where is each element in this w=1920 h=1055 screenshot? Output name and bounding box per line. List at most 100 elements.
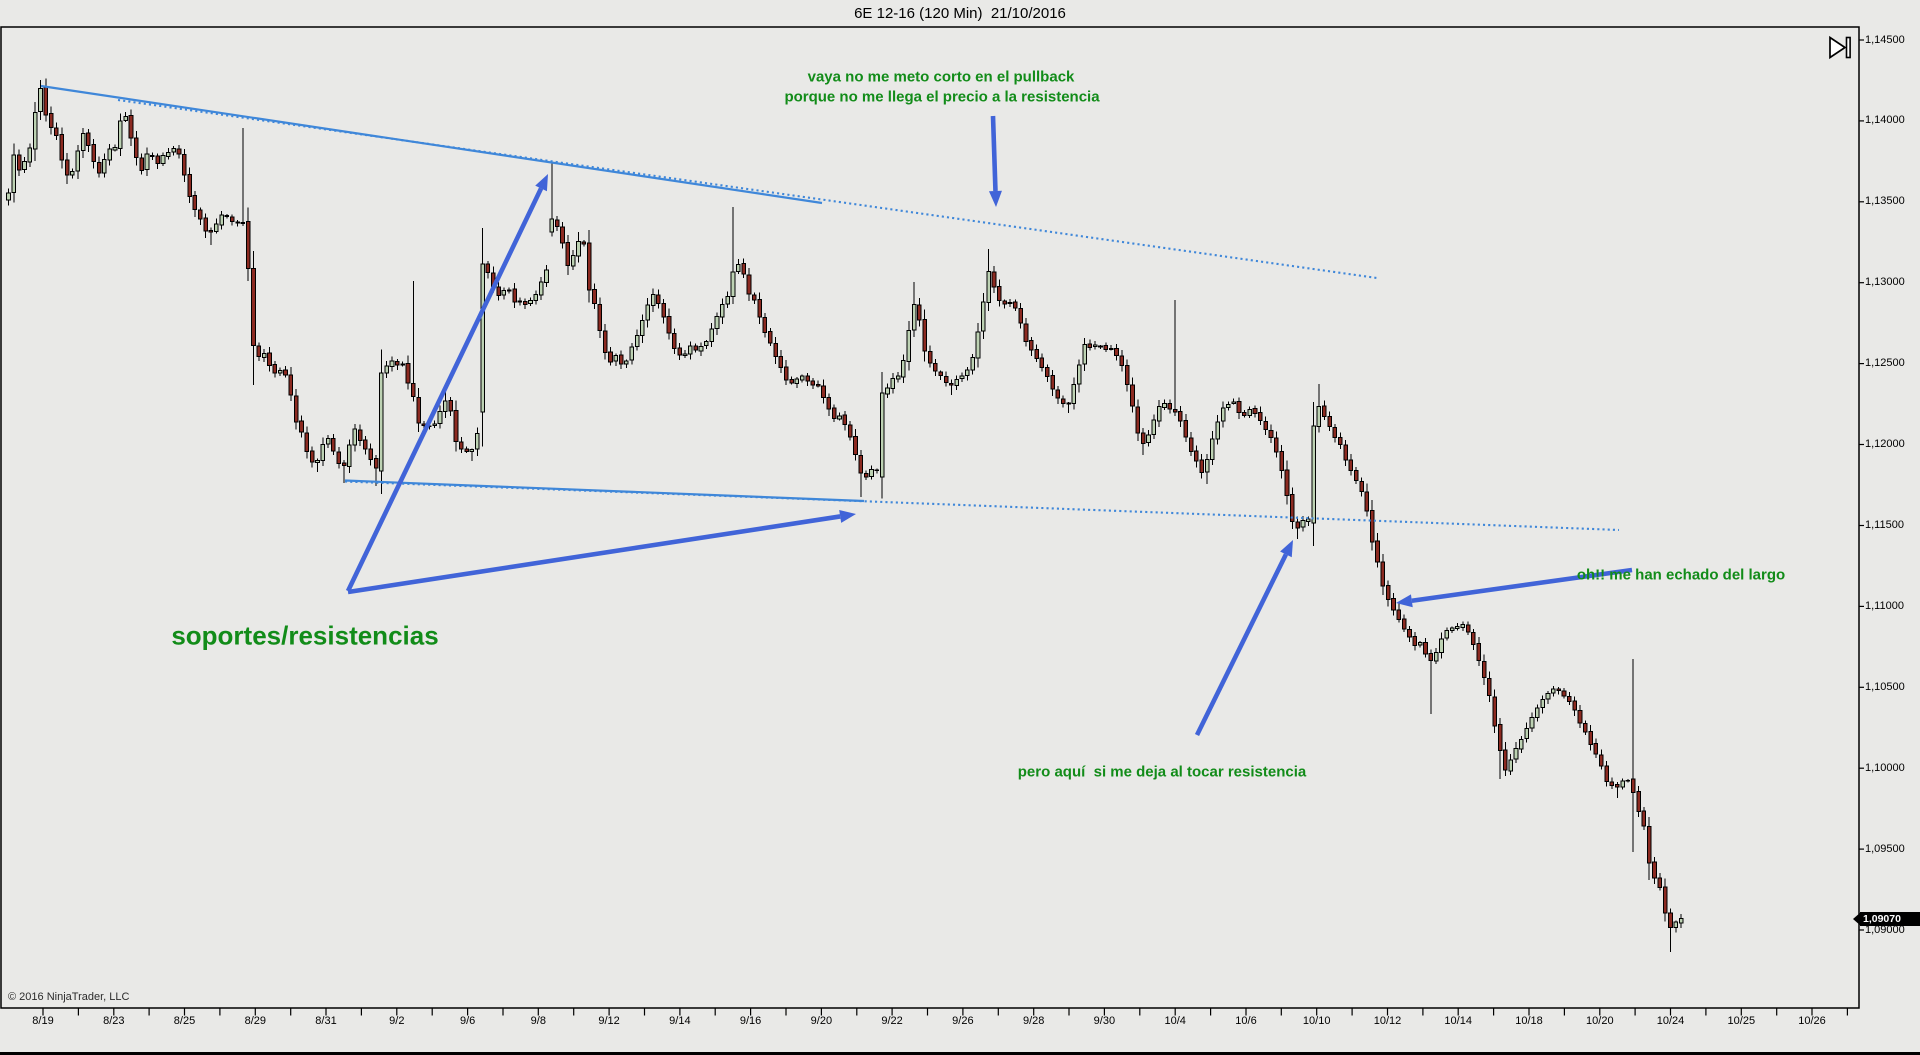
candle-body-down (1465, 624, 1471, 633)
candle-body-up (107, 148, 113, 161)
candle-body-up (794, 378, 800, 384)
candle-body-up (714, 316, 720, 330)
candle-body-down (64, 159, 70, 176)
candle-body-down (693, 345, 698, 351)
candle-body-down (1481, 661, 1487, 679)
candle-body-down (458, 441, 464, 450)
candle-body-down (496, 286, 501, 297)
candle-body-down (522, 300, 528, 305)
candle-body-down (272, 363, 278, 374)
candle-body-up (102, 158, 107, 174)
candle-body-up (682, 353, 688, 357)
candle-body-down (245, 221, 251, 270)
candle-body-up (219, 214, 224, 226)
candle-body-down (176, 148, 182, 155)
candle-body-down (1396, 609, 1402, 621)
candle-body-down (16, 154, 22, 171)
candle-body-up (432, 423, 437, 426)
candle-body-down (949, 383, 954, 386)
candle-body-down (1582, 723, 1588, 733)
candle-body-down (464, 448, 469, 453)
candle-body-down (1503, 749, 1508, 771)
candle-body-down (416, 396, 421, 424)
candle-body-down (1641, 810, 1647, 827)
candle-body-down (1124, 365, 1130, 385)
chart-annotation-3: soportes/resistencias (171, 620, 439, 651)
candle-body-down (597, 303, 603, 331)
y-axis-label: 1,10000 (1865, 761, 1905, 774)
candle-body-down (229, 216, 235, 222)
candle-body-down (858, 455, 864, 474)
annotation-arrow-3[interactable] (990, 115, 998, 192)
candle-body-up (80, 132, 86, 152)
candle-body-down (1614, 784, 1620, 788)
candle-body-down (1119, 355, 1125, 366)
candle-body-up (112, 146, 118, 151)
candle-body-down (1428, 653, 1434, 662)
candle-body-up (171, 148, 176, 153)
candle-body-down (341, 462, 347, 467)
candle-body-down (363, 439, 368, 450)
trendline-resistance-dotted[interactable] (117, 98, 1378, 280)
candle-body-up (1529, 716, 1535, 729)
candle-body-up (1007, 301, 1013, 304)
x-axis-label: 10/25 (1727, 1015, 1756, 1027)
candle-body-up (27, 147, 33, 163)
candle-body-down (922, 318, 928, 352)
candle-body-down (1103, 345, 1109, 351)
candle-body-down (59, 134, 65, 161)
candle-body-down (1604, 765, 1609, 782)
candle-body-up (709, 328, 714, 342)
candle-body-up (549, 218, 555, 233)
candle-body-up (533, 293, 539, 302)
x-axis-label: 10/26 (1798, 1015, 1826, 1027)
candle-body-down (1013, 301, 1018, 309)
candle-body-up (1247, 408, 1252, 416)
candle-body-down (805, 375, 810, 382)
x-axis-label: 10/24 (1656, 1015, 1685, 1027)
candle-body-up (959, 375, 965, 379)
candle-body-down (767, 331, 773, 344)
trendline-support-dotted[interactable] (344, 480, 1620, 532)
candle-body-down (1039, 357, 1045, 369)
candle-body-down (826, 396, 832, 410)
x-axis-label: 9/22 (881, 1015, 903, 1027)
candle-body-down (608, 351, 613, 363)
annotation-arrow-4[interactable] (1194, 553, 1288, 737)
annotation-arrow-5[interactable] (1411, 567, 1633, 604)
candle-body-down (1167, 403, 1173, 410)
x-axis-label: 8/31 (315, 1015, 337, 1027)
candle-body-down (1199, 459, 1205, 474)
candle-body-down (1609, 781, 1615, 786)
x-axis-label: 10/14 (1444, 1015, 1472, 1027)
candle-body-up (352, 428, 358, 446)
candle-body-up (970, 356, 975, 371)
candle-body-up (720, 304, 725, 318)
candle-body-down (831, 407, 837, 420)
candle-body-down (203, 217, 208, 232)
candle-body-up (906, 329, 912, 362)
candle-body-down (746, 274, 752, 295)
annotation-arrow-1[interactable] (345, 187, 544, 592)
candle-body-down (1263, 421, 1268, 430)
chart-annotation-5: oh!! me han echado del largo (1576, 566, 1786, 584)
candle-body-down (1380, 561, 1386, 587)
candle-body-up (986, 271, 991, 303)
candle-body-down (778, 356, 784, 368)
candle-body-down (43, 87, 49, 116)
trendline-resistance-solid[interactable] (40, 84, 823, 205)
candle-body-down (1577, 710, 1583, 724)
candle-body-up (879, 392, 885, 478)
candle-body-down (155, 155, 160, 165)
candle-body-up (911, 304, 917, 331)
annotation-arrow-head-1 (535, 174, 548, 192)
skip-to-end-icon[interactable] (1829, 35, 1851, 60)
x-axis-label: 9/14 (669, 1015, 691, 1027)
annotation-arrow-2[interactable] (347, 514, 841, 595)
candle-body-up (1220, 407, 1226, 422)
candle-body-down (192, 195, 198, 211)
candle-body-down (1332, 426, 1338, 438)
candle-body-down (783, 366, 789, 381)
candle-body-down (1327, 415, 1332, 428)
